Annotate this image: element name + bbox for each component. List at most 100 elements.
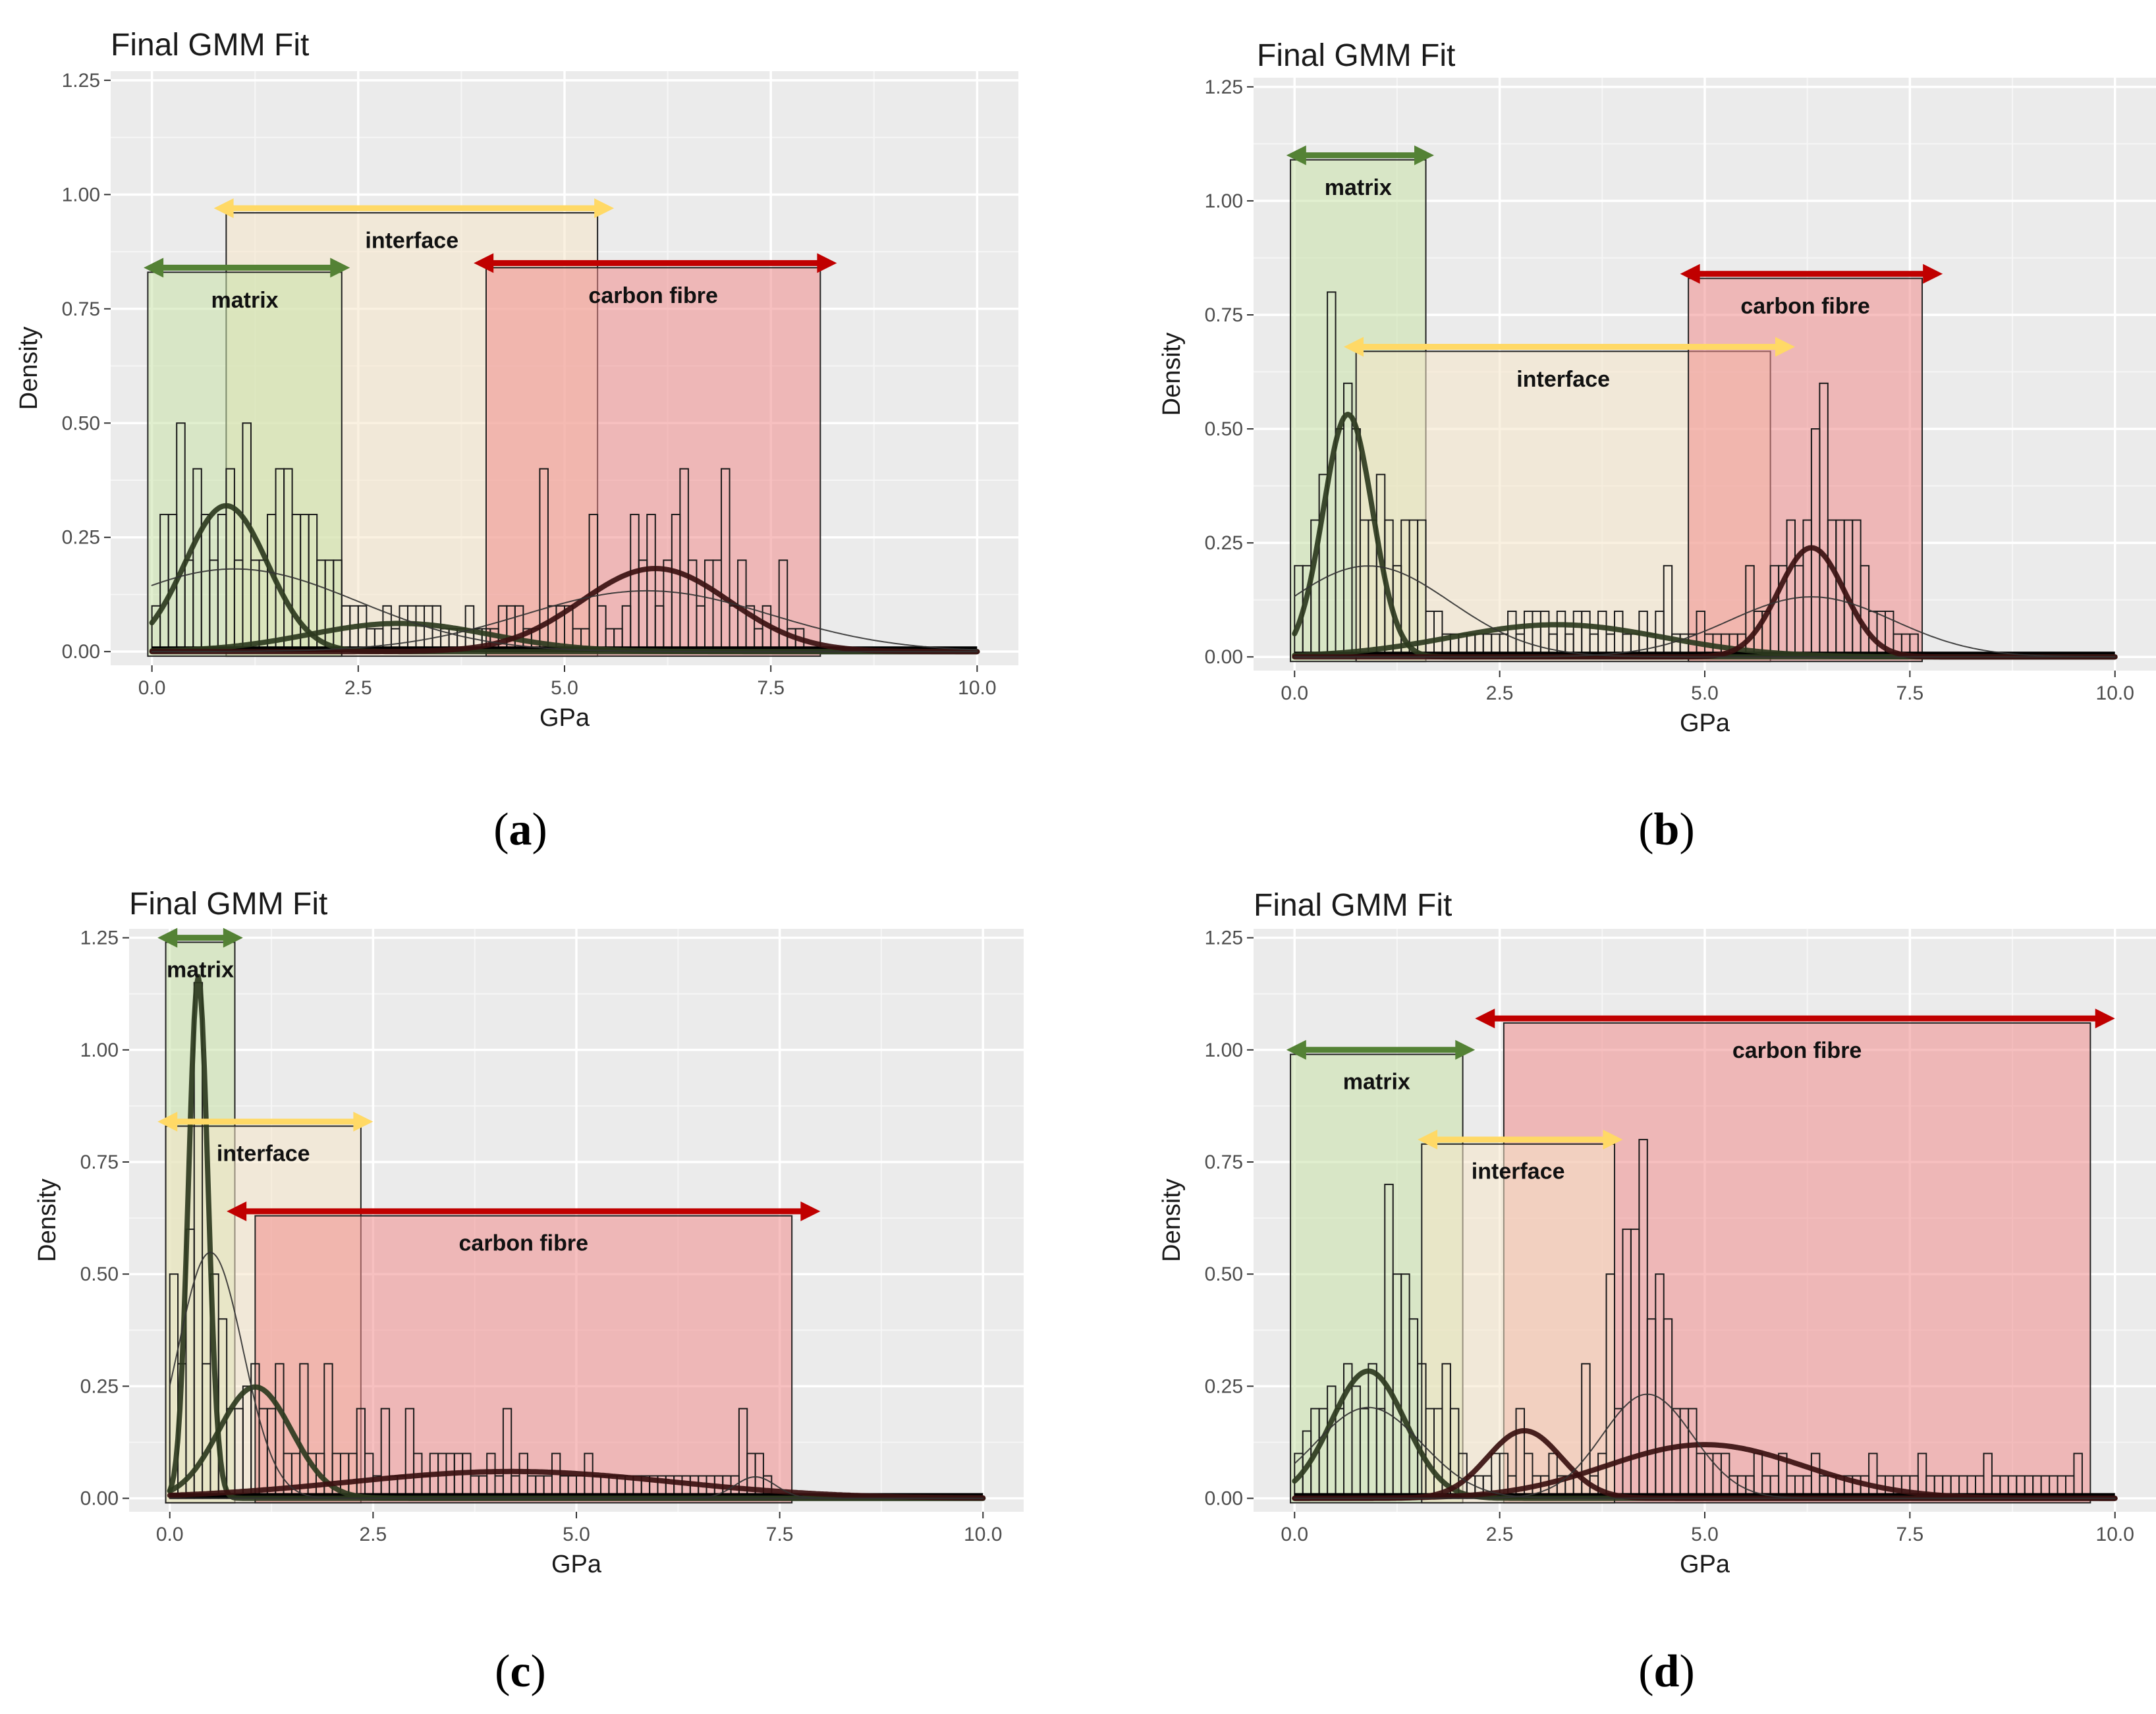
x-tick-label: 7.5 [766,1524,794,1545]
y-axis-label: Density [34,1178,61,1262]
arrowhead-right [2095,1009,2115,1029]
y-tick-label: 0.00 [1205,1488,1243,1510]
gmm-components [149,503,980,655]
y-tick-label: 0.00 [62,641,100,663]
x-tick-label: 0.0 [1281,1524,1308,1545]
arrowhead-left [1344,337,1364,357]
y-tick-label: 0.75 [62,298,100,320]
y-axis-label: Density [15,327,43,410]
y-tick-label: 0.25 [80,1375,119,1397]
arrowhead-right [1923,263,1943,284]
y-tick-label: 1.00 [1205,190,1243,212]
arrowhead-right [594,198,615,219]
region-label-carbon-fibre: carbon fibre [459,1231,588,1256]
x-tick-label: 10.0 [958,677,996,699]
y-tick-label: 0.50 [1205,1263,1243,1285]
x-tick-label: 0.0 [138,677,166,699]
arrowhead-left [1475,1009,1495,1029]
region-arrows: matrix interface carbon fibre [1286,145,1943,392]
region-label-matrix: matrix [1325,175,1392,200]
x-tick-label: 7.5 [1896,682,1924,704]
chart-title: Final GMM Fit [1257,38,1455,73]
axes: 0.00 0.25 0.50 0.75 1.00 1.25 0.0 2.5 5.0 7.5 10.0 [1205,927,2134,1545]
y-tick-label: 1.25 [1205,927,1243,949]
gmm-components [1292,1368,2118,1501]
gmm-components [167,974,986,1501]
arrowhead-left [1286,145,1306,165]
x-tick-label: 7.5 [1896,1524,1924,1545]
panel-caption: (d) [1638,1646,1695,1697]
y-tick-label: 0.50 [62,412,100,434]
y-tick-label: 0.75 [1205,304,1243,326]
y-tick-label: 0.00 [1205,646,1243,668]
x-tick-label: 10.0 [964,1524,1002,1545]
y-tick-label: 1.25 [1205,76,1243,98]
region-label-carbon-fibre: carbon fibre [588,283,717,308]
gmm-component-curve [149,566,980,655]
arrowhead-right [1603,1129,1623,1149]
gmm-component-curve [1294,565,2116,658]
x-tick-label: 5.0 [563,1524,590,1545]
arrowhead-right [817,253,837,273]
x-tick-label: 7.5 [757,677,785,699]
panel-caption: (a) [493,804,547,855]
x-tick-label: 2.5 [1486,682,1514,704]
y-tick-label: 1.00 [80,1039,119,1061]
x-tick-label: 10.0 [2096,1524,2134,1545]
y-axis-label: Density [1158,1178,1186,1262]
axes: 0.00 0.25 0.50 0.75 1.00 1.25 0.0 2.5 5.0 7.5 10.0 [80,927,1003,1545]
axes: 0.00 0.25 0.50 0.75 1.00 1.25 0.0 2.5 5.0 7.5 10.0 [1205,76,2134,704]
gmm-component-curve [151,568,978,653]
y-tick-label: 0.75 [1205,1151,1243,1173]
regions [165,941,793,1504]
x-tick-label: 2.5 [1486,1524,1514,1545]
arrowhead-left [157,1111,178,1132]
panel-d: carbon fibrematrixinterface0.000.250.500… [1158,888,2156,1697]
region-carbon-fibre [254,1215,793,1504]
panel-caption: (b) [1638,804,1695,855]
region-label-interface: interface [217,1141,310,1166]
region-carbon-fibre [1688,277,1923,663]
x-tick-label: 5.0 [1691,682,1719,704]
gmm-component-curve [167,1468,986,1501]
y-tick-label: 0.25 [62,527,100,549]
arrowhead-left [1680,263,1700,284]
y-axis-label: Density [1158,333,1186,416]
y-tick-label: 0.50 [1205,418,1243,440]
arrowhead-right [1775,337,1795,357]
y-tick-label: 0.00 [80,1488,119,1510]
panel-c: matrix interface carbon fibre 0.00 0.25 0.50 0… [34,887,1024,1697]
y-tick-label: 0.50 [80,1263,119,1285]
x-tick-label: 5.0 [1691,1524,1719,1545]
arrowhead-left [213,198,234,219]
arrowhead-left [1286,1039,1306,1060]
axes: 0.00 0.25 0.50 0.75 1.00 1.25 0.0 2.5 5.0 7.5 10.0 [62,70,997,699]
arrowhead-right [800,1201,821,1221]
y-tick-label: 1.25 [80,927,119,949]
x-tick-label: 5.0 [551,677,578,699]
region-label-matrix: matrix [1343,1069,1410,1094]
gmm-component-curve [1292,1442,2118,1501]
arrowhead-left [157,927,178,948]
y-tick-label: 0.25 [1205,532,1243,554]
x-axis-label: GPa [1680,709,1730,737]
chart-title: Final GMM Fit [129,887,327,922]
regions [147,212,821,657]
gmm-component-curve [151,590,978,653]
y-tick-label: 1.25 [62,70,100,92]
x-tick-label: 2.5 [345,677,372,699]
x-tick-label: 0.0 [1281,682,1308,704]
gmm-component-curve [1294,1393,2116,1499]
y-tick-label: 0.25 [1205,1375,1243,1397]
y-tick-label: 0.75 [80,1151,119,1173]
gmm-component-curve [1294,596,2116,658]
region-interface [1421,1143,1615,1504]
panel-caption: (c) [495,1646,546,1697]
region-label-matrix: matrix [167,957,234,982]
region-label-interface: interface [1472,1159,1565,1184]
gmm-components [1292,412,2118,660]
arrowhead-right [1455,1039,1476,1060]
chart-title: Final GMM Fit [111,28,309,63]
